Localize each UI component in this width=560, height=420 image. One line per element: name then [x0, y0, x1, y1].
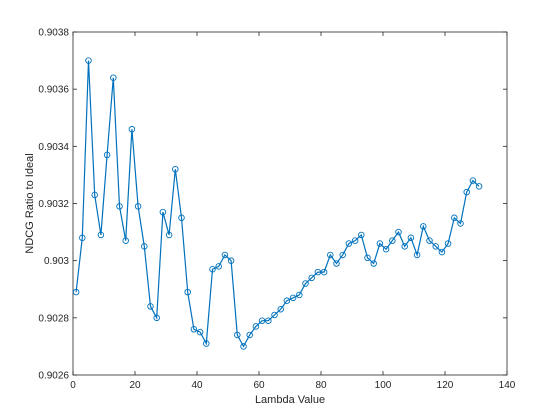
data-point — [302, 280, 309, 287]
data-point — [128, 125, 136, 133]
data-point — [221, 251, 229, 259]
x-tick-label: 80 — [315, 380, 327, 391]
data-point — [190, 326, 198, 333]
data-point — [426, 237, 433, 244]
data-point — [116, 203, 123, 210]
data-point — [91, 191, 98, 199]
data-point — [165, 231, 173, 239]
data-point — [389, 237, 396, 244]
data-point — [413, 251, 421, 259]
x-tick-label: 140 — [499, 380, 516, 391]
y-tick-label: 0.9038 — [38, 28, 69, 39]
data-point — [432, 243, 439, 250]
y-tick-label: 0.9032 — [38, 199, 69, 210]
data-point — [345, 240, 353, 247]
data-point — [196, 328, 204, 336]
y-tick-label: 0.9026 — [38, 371, 69, 382]
data-markers — [72, 57, 483, 350]
data-point — [203, 340, 210, 347]
data-point — [407, 234, 415, 242]
data-point — [420, 223, 427, 230]
data-point — [463, 188, 470, 196]
data-point — [376, 240, 384, 247]
data-point — [358, 231, 365, 239]
data-point — [438, 248, 446, 256]
data-point — [147, 303, 154, 310]
data-point — [85, 57, 92, 64]
data-point — [141, 243, 148, 250]
data-point — [314, 268, 322, 276]
x-axis-label: Lambda Value — [255, 394, 325, 406]
data-point — [351, 237, 359, 244]
data-point — [289, 294, 297, 302]
data-point — [159, 208, 167, 216]
data-point — [339, 251, 346, 259]
data-point — [79, 234, 86, 242]
data-point — [333, 260, 340, 267]
x-tick-label: 40 — [191, 380, 203, 391]
data-point — [103, 151, 111, 159]
data-point — [215, 263, 222, 270]
data-point — [209, 265, 216, 273]
x-tick-label: 120 — [437, 380, 454, 391]
data-point — [395, 228, 402, 236]
data-point — [382, 245, 390, 253]
data-point — [122, 237, 129, 244]
data-point — [172, 165, 179, 173]
y-tick-label: 0.9034 — [38, 142, 69, 153]
data-point — [265, 317, 272, 324]
data-point — [308, 274, 315, 282]
data-point — [444, 240, 452, 247]
data-point — [153, 314, 160, 322]
data-point — [110, 74, 117, 81]
x-tick-label: 60 — [253, 380, 265, 391]
data-point — [283, 297, 291, 304]
data-point — [134, 203, 142, 210]
data-point — [72, 288, 80, 296]
data-point — [271, 311, 278, 319]
data-point — [320, 268, 328, 276]
data-point — [252, 323, 260, 330]
x-tick-label: 0 — [70, 380, 76, 391]
y-tick-label: 0.903 — [44, 256, 69, 267]
data-point — [370, 260, 377, 267]
data-point — [178, 214, 185, 222]
data-point — [327, 251, 334, 259]
data-point — [296, 291, 303, 299]
data-point — [401, 243, 408, 250]
data-point — [184, 288, 191, 296]
data-point — [234, 331, 241, 339]
data-point — [258, 317, 266, 324]
data-point — [97, 231, 105, 239]
plot-area — [72, 31, 508, 376]
x-tick-label: 100 — [375, 380, 392, 391]
y-axis-label: NDCG Ratio to Ideal — [24, 153, 36, 253]
data-point — [451, 214, 458, 222]
x-axis: 0 20 40 60 80 100 120 140 — [70, 32, 516, 391]
data-point — [227, 257, 235, 264]
data-point — [364, 254, 371, 262]
data-point — [240, 343, 247, 350]
data-point — [457, 220, 464, 227]
data-point — [475, 183, 483, 190]
x-tick-label: 20 — [129, 380, 141, 391]
data-point — [469, 177, 477, 184]
data-point — [246, 331, 253, 339]
y-axis: 0.9026 0.9028 0.903 0.9032 0.9034 0.9036 0.903… — [38, 28, 507, 382]
y-tick-label: 0.9036 — [38, 85, 69, 96]
data-point — [277, 306, 284, 313]
y-tick-label: 0.9028 — [38, 313, 69, 324]
